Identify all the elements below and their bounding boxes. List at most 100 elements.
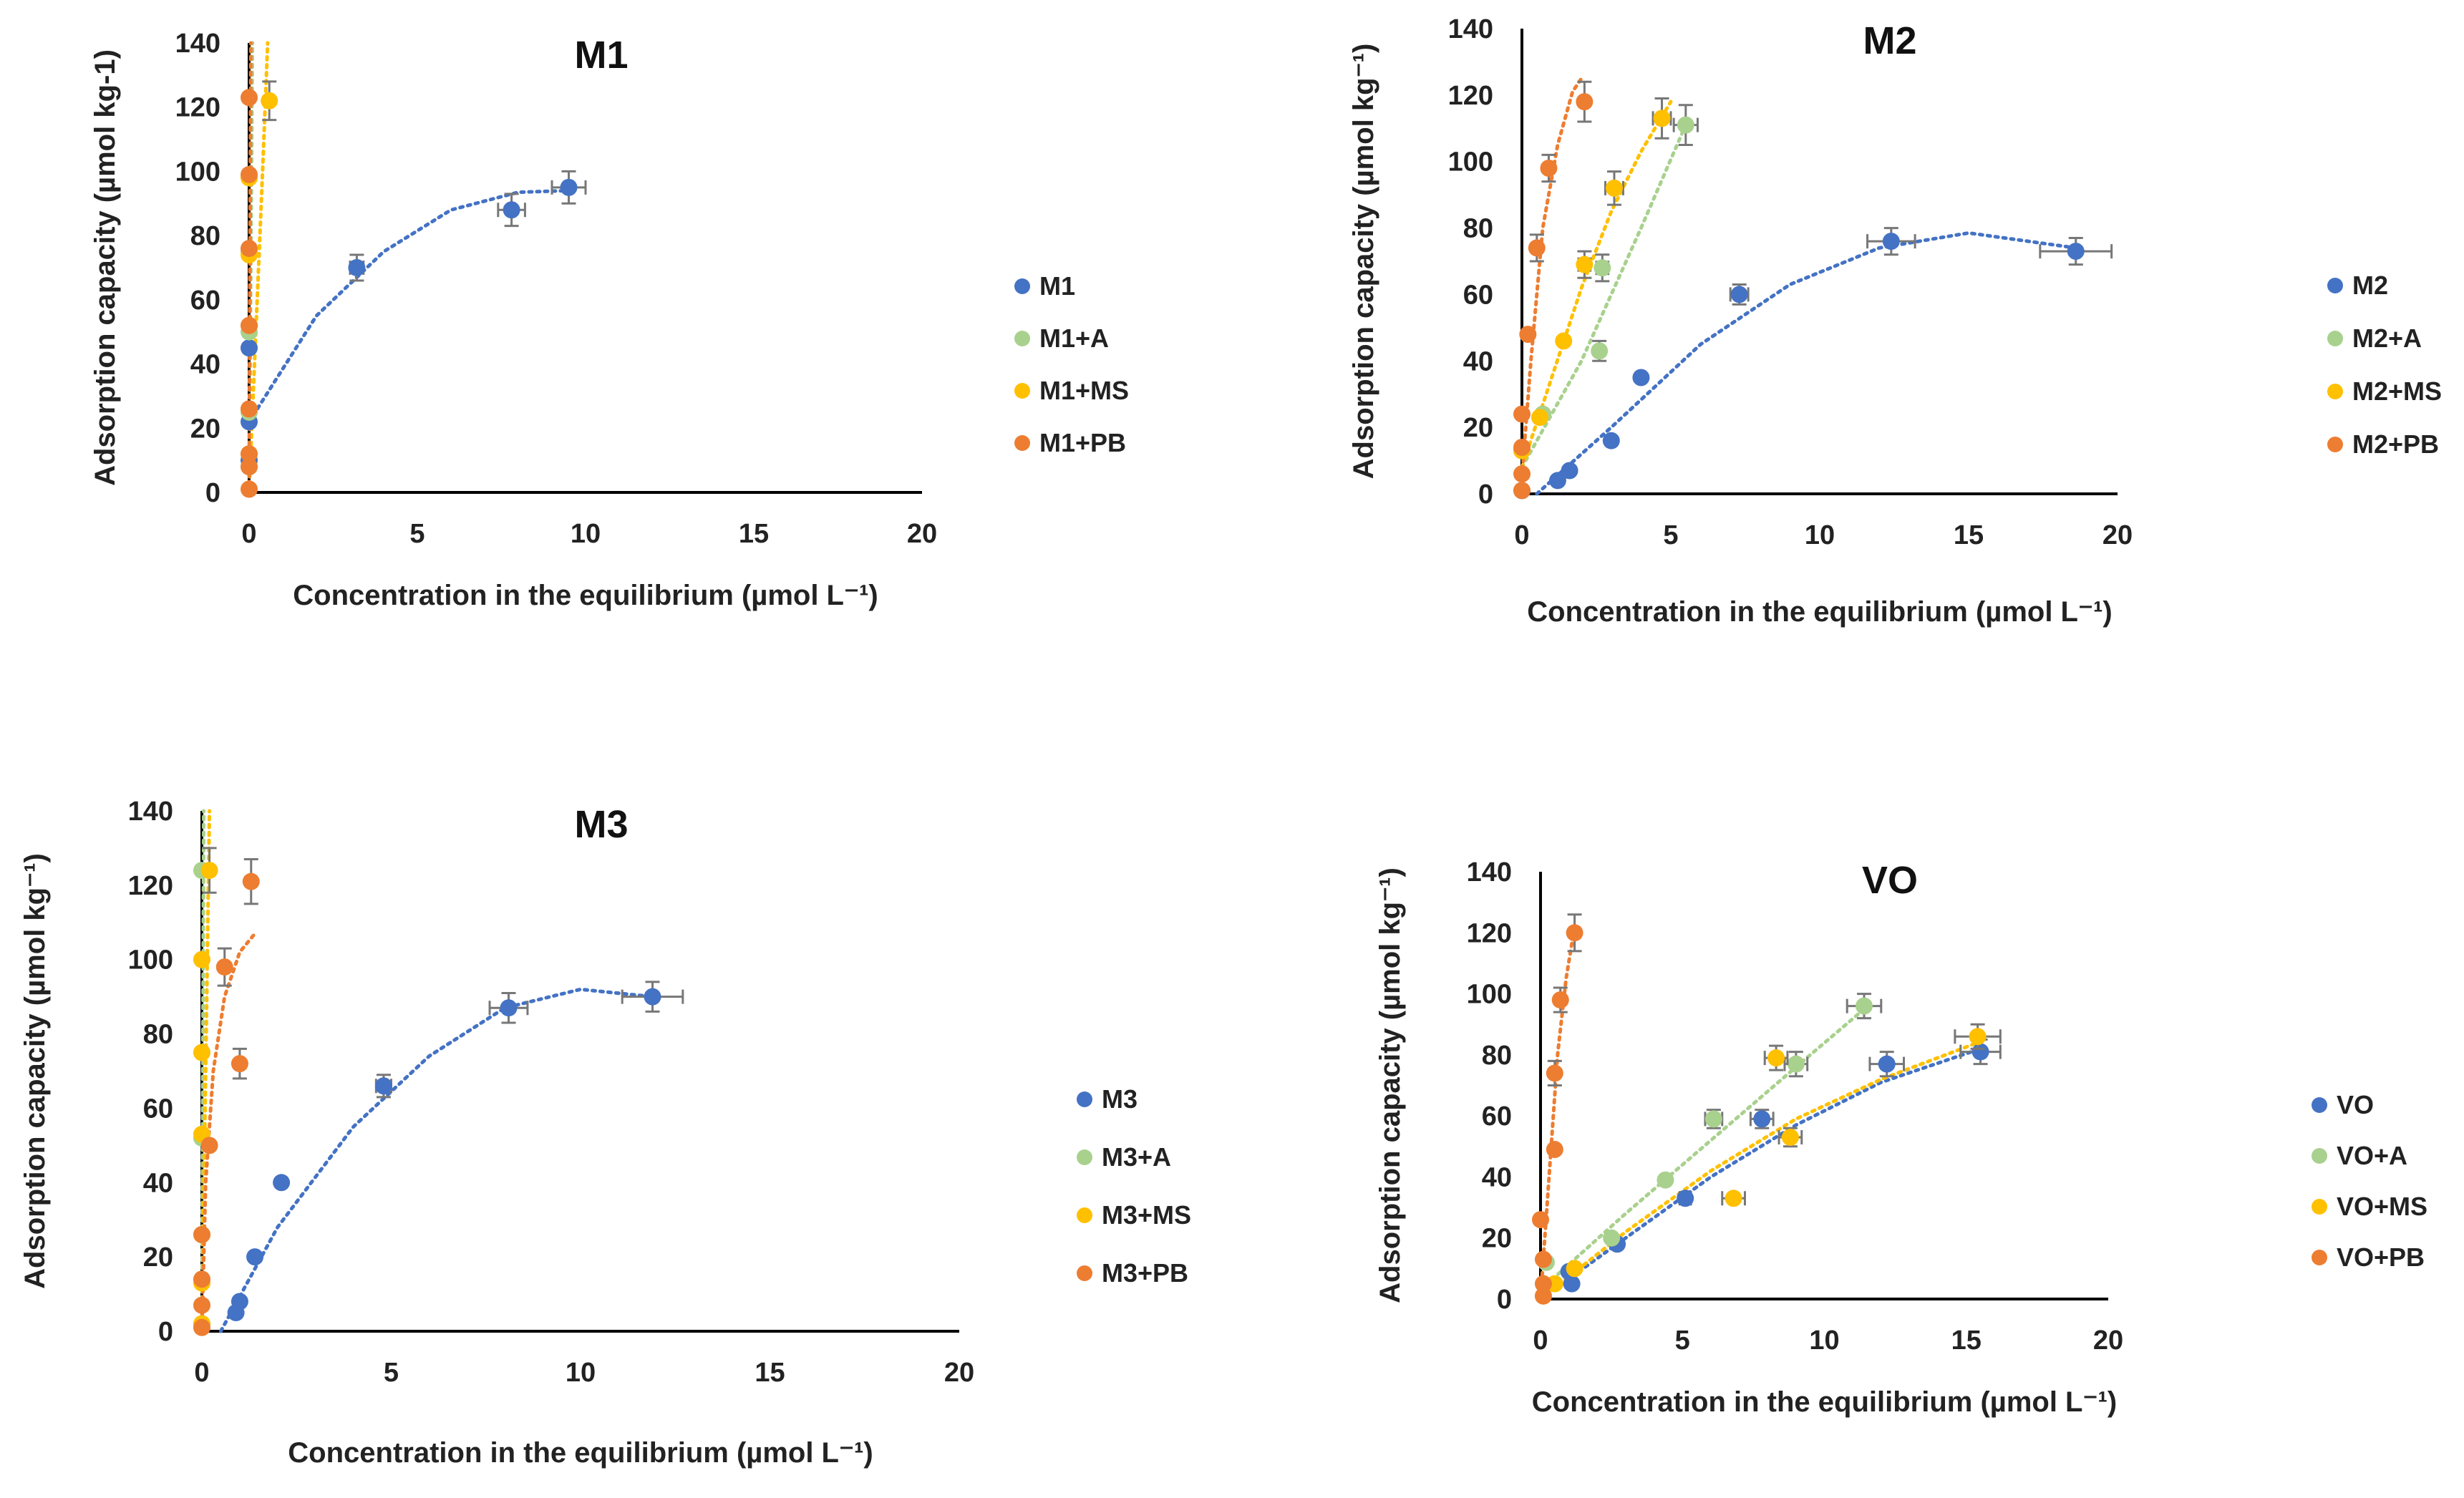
trendline-vo-a	[1538, 1007, 1866, 1292]
data-point-vo	[1753, 1110, 1771, 1128]
data-point-vo-pb	[1534, 1250, 1552, 1268]
x-tick-label: 5	[1675, 1326, 1690, 1356]
legend-marker	[1014, 331, 1030, 346]
data-point-m1-pb	[241, 165, 258, 183]
data-point-m3-ms	[193, 950, 210, 968]
data-point-m1-pb	[241, 445, 258, 463]
x-axis-title: Concentration in the equilibrium (µmol L…	[1532, 1386, 2117, 1418]
x-tick-label: 0	[241, 519, 256, 549]
legend-label: M3+PB	[1102, 1258, 1188, 1288]
data-point-m3-pb	[193, 1296, 210, 1314]
trendline-m2-pb	[1520, 77, 1583, 480]
y-tick-label: 120	[175, 93, 220, 123]
data-point-m2-a	[1591, 342, 1609, 360]
legend-label: VO+PB	[2337, 1242, 2425, 1272]
legend-label: M3	[1102, 1084, 1138, 1114]
y-tick-label: 120	[1467, 918, 1512, 948]
legend-label: M3+A	[1102, 1142, 1171, 1172]
data-point-m2-ms	[1653, 110, 1671, 127]
data-point-m1-ms	[261, 92, 278, 110]
data-point-m2	[1632, 369, 1650, 386]
data-point-m1-pb	[241, 458, 258, 476]
data-point-m2-pb	[1513, 465, 1531, 483]
chart-title: M1	[574, 34, 628, 77]
legend-label: M1	[1039, 271, 1075, 301]
data-point-m3-pb	[193, 1225, 210, 1243]
data-point-vo-a	[1603, 1229, 1621, 1247]
legend-label: M1+MS	[1039, 376, 1129, 405]
y-tick-label: 140	[175, 29, 220, 59]
data-point-m2-ms	[1555, 332, 1573, 350]
data-point-m3-pb	[242, 872, 260, 890]
x-axis-title: Concentration in the equilibrium (µmol L…	[288, 1437, 873, 1469]
data-point-m1	[348, 259, 366, 276]
data-point-vo-a	[1704, 1110, 1722, 1128]
data-point-vo-pb	[1546, 1141, 1563, 1159]
x-axis-title: Concentration in the equilibrium (µmol L…	[1527, 596, 2112, 628]
data-point-vo	[1677, 1190, 1694, 1207]
y-tick-label: 0	[158, 1317, 173, 1347]
y-tick-label: 40	[1482, 1162, 1512, 1192]
data-point-vo-ms	[1767, 1049, 1785, 1067]
data-point-m2-pb	[1528, 239, 1546, 257]
data-point-m2-pb	[1576, 93, 1594, 111]
trendline-vo-pb	[1538, 925, 1577, 1301]
legend-marker	[2312, 1148, 2327, 1164]
trendline-vo	[1538, 1046, 1983, 1301]
data-point-m3-pb	[193, 1318, 210, 1336]
data-point-vo-pb	[1532, 1211, 1549, 1229]
x-tick-label: 10	[1805, 520, 1835, 550]
data-point-m3-pb	[193, 1270, 210, 1288]
y-tick-label: 60	[1482, 1101, 1512, 1132]
data-point-m1-pb	[241, 240, 258, 258]
data-point-m2-a	[1594, 259, 1611, 277]
y-tick-label: 80	[1463, 214, 1493, 244]
trendline-m2-a	[1520, 123, 1688, 470]
legend-marker	[1014, 278, 1030, 294]
x-tick-label: 5	[409, 519, 425, 549]
x-tick-label: 0	[1533, 1326, 1548, 1356]
legend-marker	[2312, 1250, 2327, 1265]
data-point-m3	[231, 1293, 248, 1310]
x-tick-label: 20	[2093, 1326, 2123, 1356]
y-tick-label: 80	[143, 1020, 173, 1050]
legend-label: M3+MS	[1102, 1200, 1191, 1230]
chart-title: M3	[574, 803, 628, 846]
data-point-m2-pb	[1519, 326, 1537, 344]
data-point-vo-ms	[1566, 1260, 1583, 1278]
y-tick-label: 20	[190, 414, 220, 444]
legend-marker	[1014, 383, 1030, 399]
legend-marker	[2312, 1097, 2327, 1113]
y-tick-label: 140	[1448, 14, 1493, 44]
trendline-m3-pb	[200, 931, 257, 1333]
trendline-m2	[1535, 230, 2078, 496]
y-tick-label: 140	[1467, 857, 1512, 887]
data-point-vo	[1971, 1043, 1989, 1061]
data-point-m2-ms	[1576, 256, 1594, 273]
x-tick-label: 0	[194, 1358, 209, 1388]
legend-marker	[1077, 1265, 1092, 1281]
y-tick-label: 100	[175, 157, 220, 187]
chart-panel-m1: 0 20 40 60 80 100 120 140 0 5 10 15 20 M1 Concentratio…	[89, 29, 1129, 611]
data-point-m1	[560, 178, 578, 196]
data-point-vo-ms	[1781, 1128, 1799, 1146]
chart-panel-vo: 0 20 40 60 80 100 120 140 0 5 10 15 20 VO Concentratio…	[1374, 857, 2427, 1418]
data-point-m3-ms	[193, 1044, 210, 1061]
y-tick-label: 40	[190, 350, 220, 380]
legend-marker	[1077, 1091, 1092, 1107]
trendline-m1	[247, 188, 571, 424]
data-point-vo-pb	[1551, 991, 1569, 1009]
legend-label: M1+PB	[1039, 428, 1126, 457]
y-axis-title: Adsorption capacity (µmol kg⁻¹)	[1374, 867, 1406, 1303]
legend-label: M2+A	[2352, 324, 2422, 353]
data-point-m3	[273, 1174, 291, 1192]
chart-panel-m2: 0 20 40 60 80 100 120 140 0 5 10 15 20 M2 Concentratio…	[1348, 14, 2442, 628]
data-point-vo-a	[1657, 1171, 1674, 1189]
trendline-m3	[218, 987, 654, 1333]
legend-label: VO+MS	[2337, 1192, 2427, 1221]
legend-marker	[2312, 1199, 2327, 1215]
y-tick-label: 100	[1467, 980, 1512, 1010]
data-point-vo-ms	[1725, 1190, 1742, 1207]
data-point-m3	[374, 1077, 392, 1095]
